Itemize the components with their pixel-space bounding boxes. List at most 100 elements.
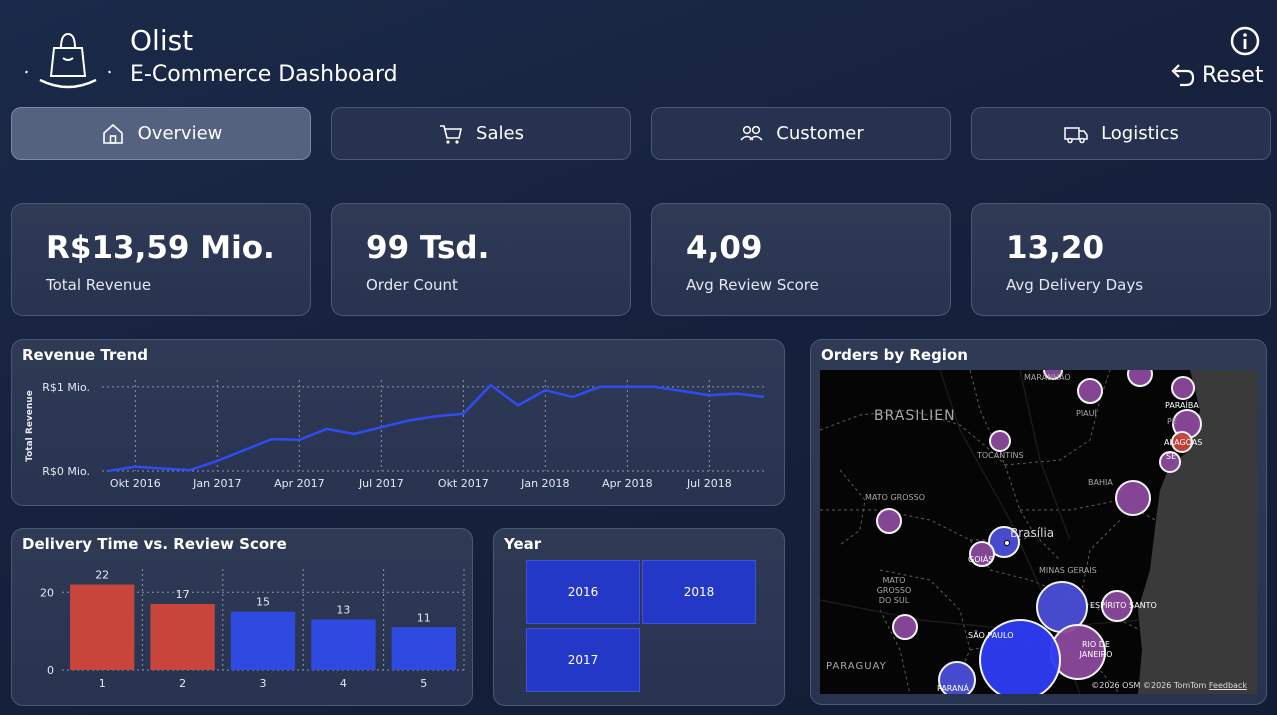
map-label-espirito-santo: ESPÍRITO SANTO bbox=[1090, 601, 1157, 610]
nav-customer-label: Customer bbox=[776, 123, 864, 144]
revenue-trend-title: Revenue Trend bbox=[22, 346, 148, 364]
region-bubble bbox=[1171, 376, 1195, 400]
nav-logistics-button[interactable]: Logistics bbox=[971, 107, 1271, 160]
map-label-se: SE bbox=[1166, 452, 1177, 461]
revenue-series-line bbox=[107, 383, 765, 473]
shopping-bag-logo-icon bbox=[22, 26, 114, 92]
x-tick-label: Jan 2018 bbox=[520, 477, 569, 490]
region-bubble bbox=[979, 619, 1061, 694]
x-tick-label: Jan 2017 bbox=[192, 477, 241, 490]
orders-region-title: Orders by Region bbox=[821, 346, 968, 364]
map-label-alagoas: ALAGOAS bbox=[1164, 438, 1203, 447]
app-subtitle: E-Commerce Dashboard bbox=[130, 62, 398, 87]
kpi-label: Total Revenue bbox=[46, 276, 152, 294]
kpi-label: Avg Review Score bbox=[686, 276, 819, 294]
map-label-piaui: PIAUÍ bbox=[1076, 409, 1097, 418]
y-tick-label: 20 bbox=[40, 586, 54, 599]
region-bubble bbox=[1171, 431, 1193, 453]
kpi-avg-review-score: 4,09 Avg Review Score bbox=[651, 203, 951, 316]
region-bubble bbox=[988, 526, 1020, 558]
x-tick-label: 1 bbox=[99, 677, 106, 690]
year-slicer-title: Year bbox=[504, 535, 542, 553]
kpi-value: 99 Tsd. bbox=[366, 230, 490, 266]
nav-overview-label: Overview bbox=[137, 123, 223, 144]
region-bubble bbox=[969, 541, 995, 567]
x-tick-label: Okt 2016 bbox=[110, 477, 161, 490]
map-label-mato-grosso-do-sul: MATO GROSSO DO SUL bbox=[876, 576, 912, 605]
undo-icon bbox=[1171, 64, 1195, 87]
kpi-value: R$13,59 Mio. bbox=[46, 230, 275, 266]
kpi-total-revenue: R$13,59 Mio. Total Revenue bbox=[11, 203, 311, 316]
map-label-maranhao: MARANHÃO bbox=[1024, 373, 1071, 382]
region-bubble bbox=[1077, 378, 1103, 404]
region-bubble bbox=[1159, 451, 1181, 473]
home-icon bbox=[102, 123, 123, 144]
feedback-link[interactable]: Feedback bbox=[1208, 681, 1247, 690]
region-bubble bbox=[1043, 370, 1063, 380]
map-label-minas-gerais: MINAS GERAIS bbox=[1039, 566, 1097, 575]
x-tick-label: 4 bbox=[340, 677, 347, 690]
kpi-label: Order Count bbox=[366, 276, 458, 294]
year-option-2016[interactable]: 2016 bbox=[526, 560, 640, 624]
year-option-2017[interactable]: 2017 bbox=[526, 628, 640, 692]
map-attribution: ©2026 OSM ©2026 TomTom Feedback bbox=[1091, 681, 1247, 690]
map-label-pe: PE bbox=[1167, 417, 1177, 426]
map-label-paraguay: PARAGUAY bbox=[826, 661, 887, 672]
region-bubble bbox=[989, 430, 1011, 452]
map-label-parana: PARANÁ bbox=[937, 684, 969, 693]
attribution-text: ©2026 OSM ©2026 TomTom bbox=[1091, 681, 1207, 690]
info-icon[interactable] bbox=[1228, 24, 1262, 58]
map-label-mato-grosso: MATO GROSSO bbox=[865, 493, 925, 502]
delivery-review-chart: 0 20 22 1 17 2 15 3 13 4 11 5 bbox=[40, 569, 465, 690]
reset-button[interactable]: Reset bbox=[1166, 58, 1263, 92]
data-label: 17 bbox=[176, 588, 190, 601]
y-tick-label: R$0 Mio. bbox=[42, 465, 90, 478]
data-label: 22 bbox=[95, 569, 109, 582]
x-tick-label: Okt 2017 bbox=[438, 477, 489, 490]
map-label-brasilia: Brasília bbox=[1010, 526, 1055, 540]
kpi-avg-delivery-days: 13,20 Avg Delivery Days bbox=[971, 203, 1271, 316]
bar bbox=[150, 603, 215, 670]
x-tick-label: Apr 2017 bbox=[274, 477, 325, 490]
data-label: 15 bbox=[256, 596, 270, 609]
region-bubble bbox=[1127, 370, 1153, 387]
region-map[interactable]: MARANHÃO BRASILIEN PIAUÍ PARAÍBA PE ALAG… bbox=[820, 370, 1257, 694]
nav-overview-button[interactable]: Overview bbox=[11, 107, 311, 160]
map-label-tocantins: TOCANTINS bbox=[977, 451, 1024, 460]
y-axis-label: Total Revenue bbox=[25, 390, 35, 462]
app-title: Olist bbox=[130, 24, 194, 57]
region-bubble bbox=[876, 508, 902, 534]
year-slicer-panel: Year 2016 2018 2017 bbox=[493, 528, 785, 706]
kpi-value: 4,09 bbox=[686, 230, 763, 266]
x-tick-label: Jul 2018 bbox=[686, 477, 732, 490]
capital-marker-icon bbox=[1004, 540, 1010, 546]
nav-sales-button[interactable]: Sales bbox=[331, 107, 631, 160]
map-label-paraiba: PARAÍBA bbox=[1165, 401, 1199, 410]
x-tick-label: 5 bbox=[420, 677, 427, 690]
bar bbox=[70, 584, 135, 670]
region-bubble bbox=[1115, 480, 1151, 516]
region-bubble bbox=[1101, 590, 1133, 622]
map-label-brasil: BRASILIEN bbox=[874, 408, 956, 424]
region-bubble bbox=[892, 614, 918, 640]
cart-icon bbox=[440, 124, 463, 144]
x-tick-label: 2 bbox=[179, 677, 186, 690]
data-label: 11 bbox=[417, 611, 431, 624]
nav-logistics-label: Logistics bbox=[1101, 123, 1179, 144]
nav-sales-label: Sales bbox=[476, 123, 524, 144]
x-tick-label: 3 bbox=[260, 677, 267, 690]
data-label: 13 bbox=[336, 604, 350, 617]
year-option-2018[interactable]: 2018 bbox=[642, 560, 756, 624]
truck-icon bbox=[1064, 126, 1088, 143]
delivery-review-panel: Delivery Time vs. Review Score 0 20 22 1 17 2… bbox=[11, 528, 473, 706]
revenue-trend-chart: R$0 Mio. R$1 Mio. Okt 2016 Jan 2017 Apr 2017… bbox=[25, 380, 765, 490]
kpi-value: 13,20 bbox=[1006, 230, 1105, 266]
bar bbox=[391, 627, 456, 670]
map-label-goias: GOIÁS bbox=[968, 555, 994, 564]
users-icon bbox=[740, 125, 763, 141]
nav-customer-button[interactable]: Customer bbox=[651, 107, 951, 160]
map-label-sao-paulo: SÃO PAULO bbox=[968, 631, 1014, 640]
orders-region-panel: Orders by Region bbox=[810, 339, 1267, 705]
y-tick-label: R$1 Mio. bbox=[42, 381, 90, 394]
region-bubble bbox=[938, 661, 976, 694]
